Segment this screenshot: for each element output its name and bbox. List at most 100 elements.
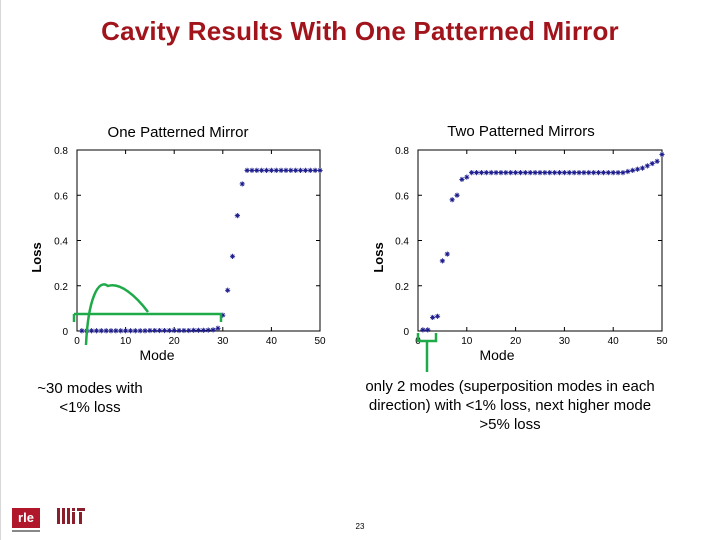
x-tick-label: 10 — [120, 336, 132, 347]
data-point — [469, 170, 475, 176]
data-point — [98, 328, 104, 334]
data-point — [610, 170, 616, 176]
data-point — [625, 168, 631, 175]
data-point — [108, 328, 114, 334]
annotation-group — [72, 283, 438, 372]
data-point — [254, 167, 260, 173]
data-point — [478, 170, 485, 176]
data-point — [176, 327, 182, 334]
data-point — [278, 167, 284, 173]
y-tick-label: 0.4 — [54, 237, 68, 248]
data-point — [639, 165, 646, 171]
caption-left: ~30 modes with <1% loss — [37, 380, 143, 416]
data-point — [434, 313, 441, 319]
data-point — [586, 170, 592, 176]
y-tick-label: 0.6 — [395, 191, 409, 202]
data-point — [152, 327, 158, 334]
y-tick-label: 0.2 — [395, 282, 409, 293]
data-point — [157, 327, 163, 334]
y-tick-label: 0.8 — [395, 146, 409, 157]
data-point — [171, 327, 177, 334]
data-point — [566, 170, 572, 176]
data-point — [630, 167, 636, 173]
data-point — [503, 170, 509, 176]
data-point — [454, 192, 460, 198]
data-point — [542, 170, 548, 176]
chart-title: Two Patterned Mirrors — [447, 123, 595, 140]
data-point — [249, 167, 255, 173]
data-point — [605, 170, 611, 176]
data-point — [195, 327, 202, 333]
y-tick-label: 0.4 — [395, 237, 409, 248]
data-point — [498, 170, 504, 176]
x-tick-label: 30 — [217, 336, 229, 347]
x-tick-label: 50 — [656, 336, 668, 347]
data-point — [259, 167, 265, 173]
y-tick-label: 0 — [403, 327, 409, 338]
data-point — [317, 167, 323, 173]
data-point — [283, 167, 289, 173]
data-point — [425, 327, 431, 333]
x-tick-label: 40 — [266, 336, 278, 347]
data-point — [79, 328, 85, 334]
data-point — [649, 160, 655, 167]
data-point — [620, 170, 626, 176]
data-point — [147, 327, 153, 334]
chart-one-patterned-mirror: One Patterned Mirror 0 0.2 0.4 0.6 0.8 0 10 20 30… — [29, 124, 326, 363]
data-point — [244, 167, 250, 173]
data-point — [123, 328, 129, 334]
data-point — [268, 167, 274, 173]
data-point — [449, 197, 455, 203]
data-point — [576, 170, 582, 176]
data-point — [302, 167, 309, 173]
x-tick-label: 30 — [559, 336, 571, 347]
plot-frame — [417, 149, 663, 332]
data-point — [103, 328, 109, 334]
data-point — [473, 170, 480, 176]
plot-frame — [76, 149, 321, 332]
data-point — [210, 327, 216, 333]
slide-edge-line — [0, 0, 1, 540]
rle-logo: rle — [12, 508, 40, 528]
x-axis-label: Mode — [139, 347, 174, 363]
data-point — [483, 170, 489, 176]
data-point — [113, 328, 119, 334]
x-tick-label: 20 — [510, 336, 522, 347]
data-point — [239, 181, 245, 187]
data-point — [571, 170, 577, 176]
data-point — [273, 167, 279, 173]
x-tick-label: 10 — [461, 336, 473, 347]
data-point — [93, 328, 100, 334]
data-point — [556, 170, 563, 176]
data-point — [488, 170, 494, 176]
y-tick-label: 0.6 — [54, 191, 68, 202]
x-tick-label: 0 — [74, 336, 80, 347]
x-tick-label: 40 — [608, 336, 620, 347]
data-point — [659, 151, 665, 158]
page-number: 23 — [355, 522, 365, 531]
data-point — [654, 158, 660, 164]
data-point — [561, 170, 567, 176]
data-point — [547, 170, 553, 176]
data-point — [297, 167, 304, 173]
data-point — [420, 327, 426, 333]
y-tick-label: 0.8 — [54, 146, 68, 157]
data-point — [595, 170, 602, 176]
data-point — [220, 312, 226, 318]
data-point — [288, 167, 294, 173]
data-point — [166, 327, 172, 334]
data-point — [517, 170, 524, 176]
data-point — [132, 328, 138, 334]
data-point — [464, 174, 470, 180]
annotation-arc — [84, 283, 149, 346]
data-point — [88, 328, 95, 334]
data-point — [200, 327, 206, 333]
data-point — [225, 287, 231, 293]
data-point — [644, 163, 650, 169]
rle-logo-underline — [12, 530, 40, 532]
data-point — [312, 167, 318, 173]
data-point — [142, 328, 148, 334]
caption-right: only 2 modes (superposition modes in eac… — [365, 378, 655, 433]
